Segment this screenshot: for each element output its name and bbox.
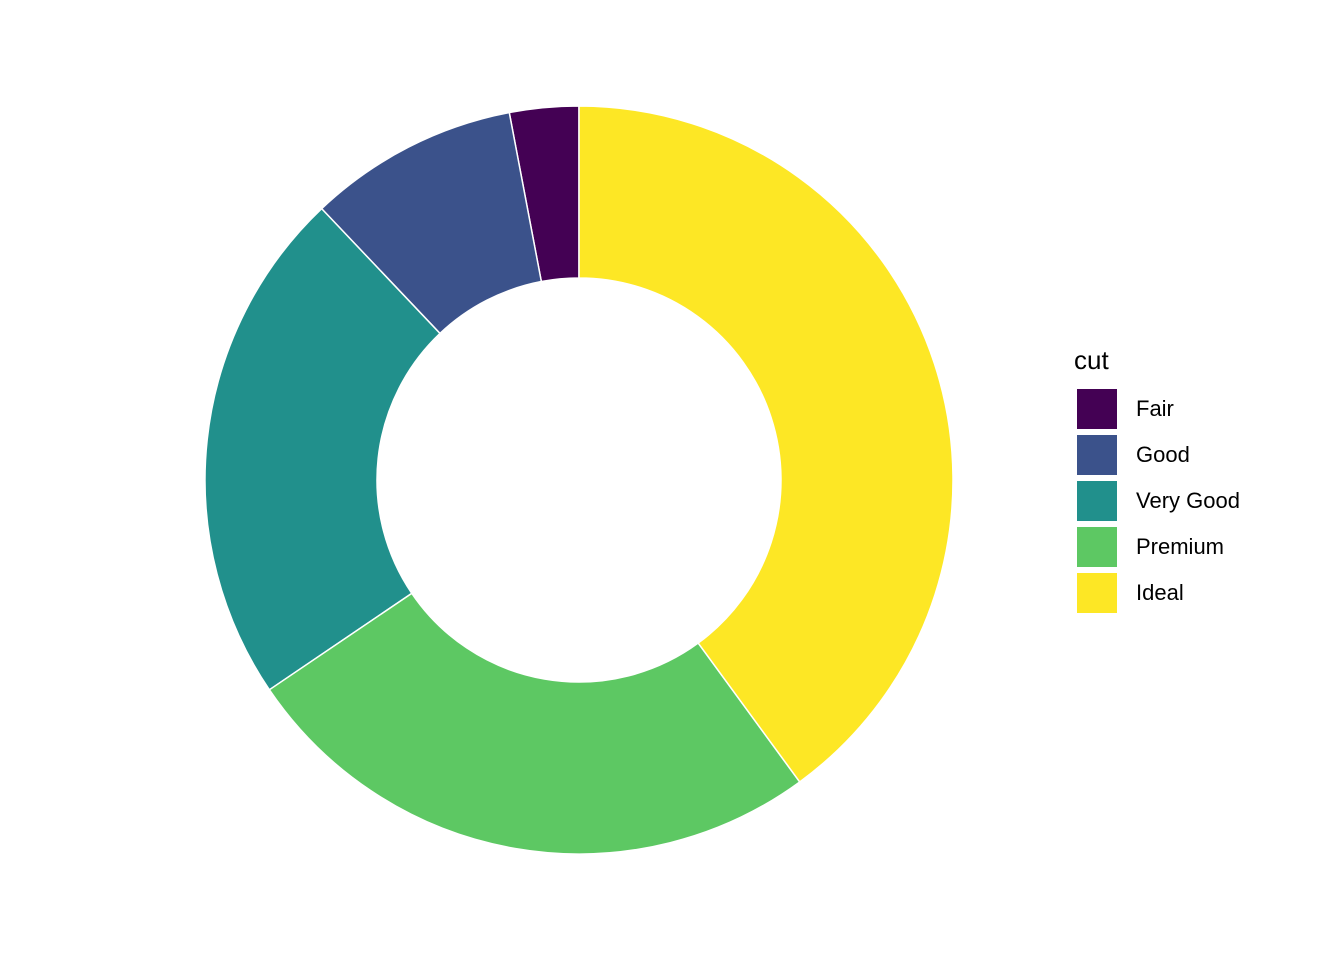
legend: cut Fair Good Very Good Premium Ideal [1074, 342, 1240, 616]
legend-item-fair: Fair [1074, 386, 1240, 432]
legend-label-premium: Premium [1136, 534, 1225, 559]
legend-item-good: Good [1074, 432, 1240, 478]
legend-item-very-good: Very Good [1074, 478, 1240, 524]
legend-swatch-premium [1077, 527, 1117, 567]
legend-item-premium: Premium [1074, 524, 1240, 570]
legend-items: Fair Good Very Good Premium Ideal [1074, 386, 1240, 616]
slice-ideal [578, 105, 954, 783]
legend-swatch-fair [1077, 389, 1117, 429]
legend-title: cut [1074, 345, 1109, 375]
legend-item-ideal: Ideal [1074, 570, 1240, 616]
donut-slices [204, 105, 954, 855]
legend-label-ideal: Ideal [1136, 580, 1184, 605]
slice-premium [268, 592, 801, 855]
legend-swatch-very-good [1077, 481, 1117, 521]
legend-swatch-good [1077, 435, 1117, 475]
legend-label-good: Good [1136, 442, 1190, 467]
legend-label-very-good: Very Good [1136, 488, 1240, 513]
legend-swatch-ideal [1077, 573, 1117, 613]
legend-label-fair: Fair [1136, 396, 1174, 421]
slice-very-good [204, 207, 442, 691]
